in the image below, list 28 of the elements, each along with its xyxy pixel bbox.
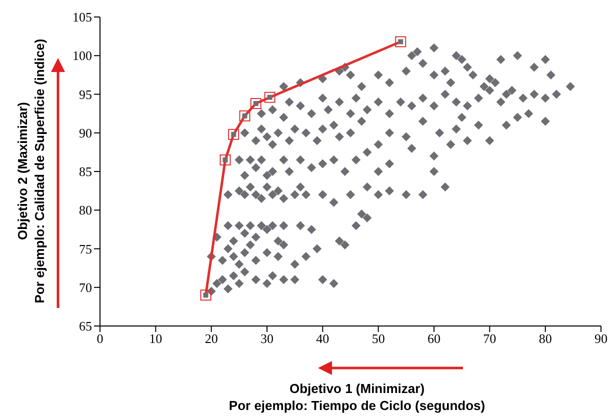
x-axis-title: Objetivo 1 (Minimizar) Por ejemplo: Tiempo de Ciclo (segundos) [228, 381, 486, 413]
x-tick-label: 50 [372, 331, 385, 346]
x-tick-label: 10 [149, 331, 162, 346]
x-tick-label: 20 [204, 331, 218, 346]
point [220, 154, 231, 166]
y-tick-label: 100 [72, 48, 92, 64]
y-axis-title: Objetivo 2 (Maximizar) Por ejemplo: Calidad de Superficie (indice) [15, 38, 47, 304]
point [264, 92, 276, 103]
x-tick-label: 70 [483, 331, 496, 346]
y-tick-label: 80 [79, 202, 92, 218]
point [250, 98, 262, 110]
y-tick-label: 95 [79, 86, 92, 102]
x-tick-label: 90 [594, 331, 608, 346]
x-tick-label: 40 [316, 331, 330, 346]
x-tick-label: 60 [428, 331, 440, 346]
y-tick-label: 105 [72, 10, 92, 25]
point [228, 128, 240, 140]
point [395, 36, 406, 48]
y-tick-label: 75 [79, 241, 92, 256]
y-tick-label: 70 [79, 280, 92, 295]
x-tick-label: 30 [260, 331, 274, 346]
y-tick-label: 90 [79, 125, 92, 140]
x-tick-label: 80 [538, 331, 552, 346]
y-tick-label: 85 [79, 164, 92, 180]
y-tick-label: 65 [79, 318, 92, 334]
point [239, 110, 250, 122]
point [200, 290, 212, 301]
x-tick-label: 0 [96, 331, 104, 346]
